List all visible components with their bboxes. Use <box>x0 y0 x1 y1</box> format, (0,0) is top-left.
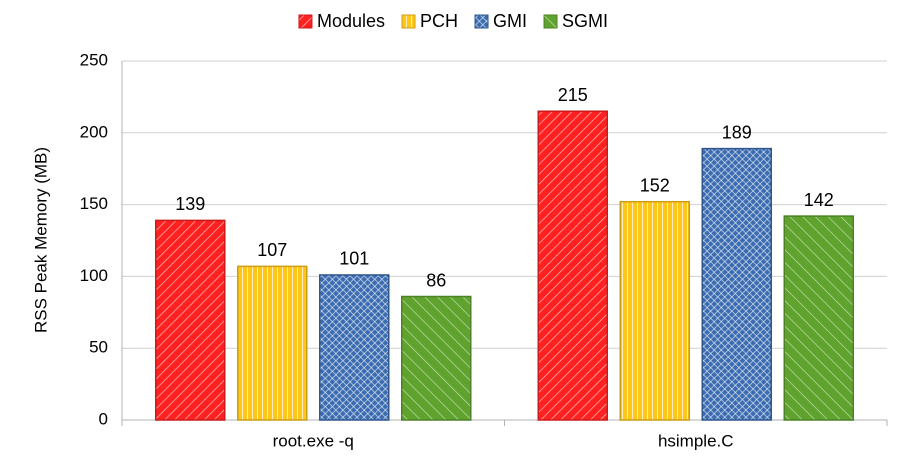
data-label: 139 <box>175 194 205 214</box>
bar <box>237 265 308 421</box>
x-tick-label: hsimple.C <box>658 431 734 450</box>
bar <box>319 274 390 421</box>
y-tick-label: 200 <box>80 122 108 141</box>
bar <box>619 200 690 421</box>
y-tick-label: 50 <box>89 338 108 357</box>
x-tick-label: root.exe -q <box>273 431 354 450</box>
data-label: 101 <box>339 249 369 269</box>
legend: Modules PCH GMI SGMI <box>298 11 608 31</box>
bar <box>537 110 608 421</box>
legend-label: GMI <box>493 11 527 31</box>
y-tick-label: 250 <box>80 50 108 69</box>
bar <box>701 147 772 421</box>
legend-swatch <box>543 14 558 29</box>
legend-swatch <box>401 14 416 29</box>
legend-swatch <box>298 14 313 29</box>
data-label: 189 <box>722 122 752 142</box>
legend-label: Modules <box>317 11 385 31</box>
data-label: 152 <box>640 175 670 195</box>
y-axis-label: RSS Peak Memory (MB) <box>31 147 50 333</box>
y-tick-label: 0 <box>99 409 108 428</box>
bar <box>155 219 226 421</box>
bar <box>783 215 854 421</box>
y-tick-label: 150 <box>80 194 108 213</box>
legend-label: SGMI <box>562 11 608 31</box>
legend-label: PCH <box>420 11 458 31</box>
y-tick-label: 100 <box>80 266 108 285</box>
data-label: 107 <box>257 240 287 260</box>
data-label: 86 <box>426 270 446 290</box>
bar <box>401 295 472 421</box>
legend-swatch <box>474 14 489 29</box>
data-label: 142 <box>804 190 834 210</box>
data-label: 215 <box>558 85 588 105</box>
